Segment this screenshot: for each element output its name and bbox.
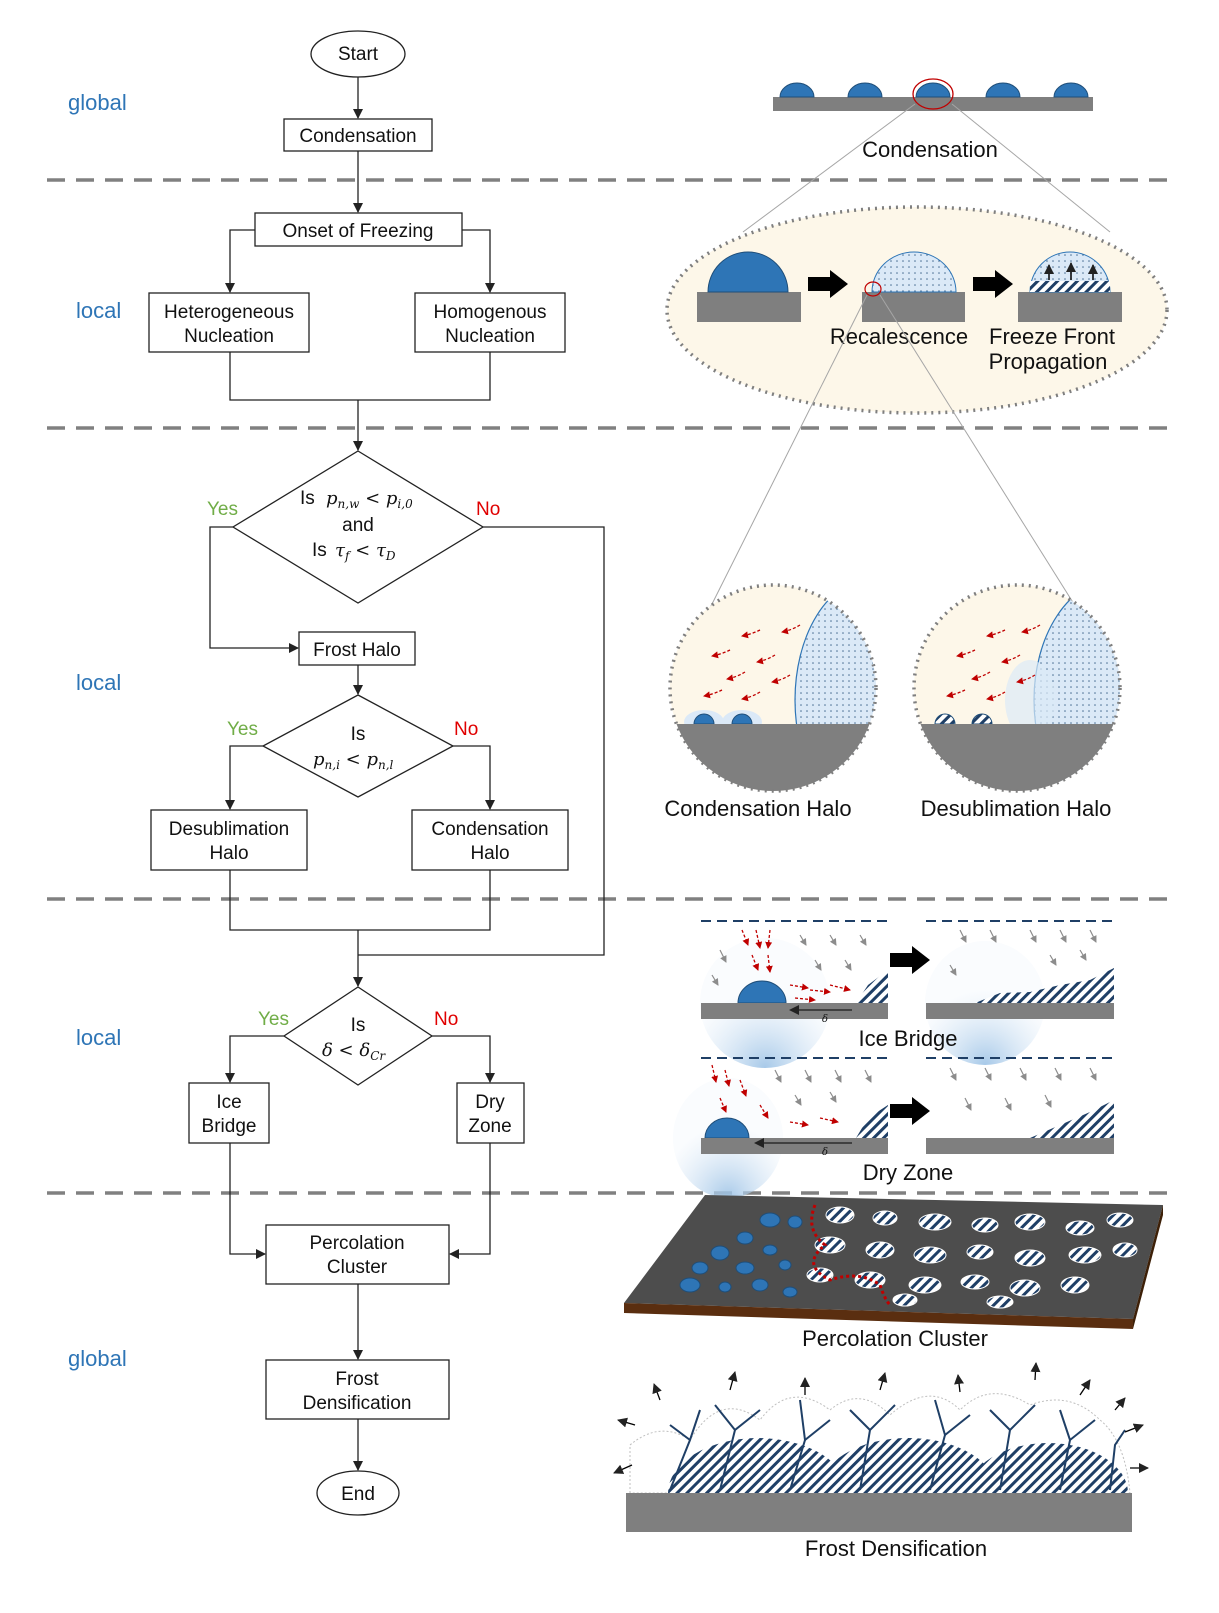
scale-label-4: local [76,1025,121,1050]
homogenous-label-2: Nucleation [445,326,535,347]
end-node [316,1470,400,1516]
condensation-halo-caption: Condensation Halo [664,796,851,821]
ice-bridge-illustration: δ [700,920,1114,1068]
densification-label-1: Frost [335,1369,379,1390]
decision2-is: Is [351,724,366,745]
dry-zone-label-2: Zone [468,1116,511,1137]
scale-label-2: local [76,298,121,323]
recalescence-caption: Recalescence [830,324,968,349]
frost-densification-box [265,1359,450,1420]
frost-densification-caption: Frost Densification [805,1536,987,1561]
dry-zone-illustration: δ [673,1057,1114,1198]
ice-bridge-label-1: Ice [216,1092,241,1113]
decision3-is: Is [351,1015,366,1036]
densification-label-2: Densification [303,1393,412,1414]
heterogeneous-label-1: Heterogeneous [164,302,294,323]
onset-of-freezing-label: Onset of Freezing [282,221,433,242]
heterogeneous-nucleation-box [148,292,310,353]
decision1-is-2: Is [312,540,327,561]
end-label: End [341,1484,375,1505]
ice-bridge-box [188,1082,270,1144]
frost-halo-label: Frost Halo [313,640,401,661]
start-label: Start [338,44,379,65]
decision-halo-condition [231,450,485,604]
decision-distance-condition [282,986,434,1086]
condensation-halo-box [411,809,569,871]
ice-bridge-label-2: Bridge [202,1116,257,1137]
dry-zone-box [456,1082,525,1144]
percolation-cluster-illustration: Percolation Cluster [624,1195,1163,1351]
condensation-halo-label-2: Halo [470,843,509,864]
desublimation-halo-caption: Desublimation Halo [921,796,1112,821]
percolation-label-1: Percolation [309,1233,404,1254]
condensation-illustration: Condensation [742,78,1111,233]
ice-bridge-caption: Ice Bridge [858,1026,957,1051]
percolation-label-2: Cluster [327,1257,388,1278]
decision2-yes: Yes [227,719,258,740]
desublimation-halo-illustration: Desublimation Halo [912,583,1122,821]
condensation-halo-label-1: Condensation [431,819,548,840]
decision1-formula-2: τf < τD [335,540,396,563]
heterogeneous-label-2: Nucleation [184,326,274,347]
scale-label-3: local [76,670,121,695]
condensation-label: Condensation [299,126,416,147]
decision-pressure-condition [261,694,455,798]
decision1-is: Is [300,488,315,509]
condensation-halo-illustration: Condensation Halo [664,583,878,821]
decision1-yes: Yes [207,499,238,520]
frost-densification-illustration: Frost Densification [613,1362,1149,1561]
percolation-cluster-caption: Percolation Cluster [802,1326,988,1351]
decision1-and: and [342,515,374,536]
ice-bridge-delta: δ [822,1014,828,1025]
scale-label-5: global [68,1346,127,1371]
decision1-no: No [476,499,500,520]
dry-zone-caption: Dry Zone [863,1160,953,1185]
dry-zone-label-1: Dry [475,1092,505,1113]
desublimation-halo-box [150,809,308,871]
condensation-box [283,118,433,152]
freeze-front-caption-2: Propagation [989,349,1108,374]
scale-label-1: global [68,90,127,115]
homogenous-label-1: Homogenous [433,302,546,323]
freezing-illustration: Recalescence Freeze Front Propagation [665,205,1169,621]
desublimation-halo-label-2: Halo [209,843,248,864]
percolation-cluster-box [265,1224,450,1285]
decision3-yes: Yes [258,1009,289,1030]
condensation-caption: Condensation [862,137,998,162]
freeze-front-caption-1: Freeze Front [989,324,1115,349]
decision2-no: No [454,719,478,740]
flowchart: Start Condensation Onset of Freezing Het… [148,30,605,1516]
dry-zone-delta: δ [822,1147,828,1158]
frost-halo-box [298,631,416,666]
desublimation-halo-label-1: Desublimation [169,819,289,840]
decision3-no: No [434,1009,458,1030]
